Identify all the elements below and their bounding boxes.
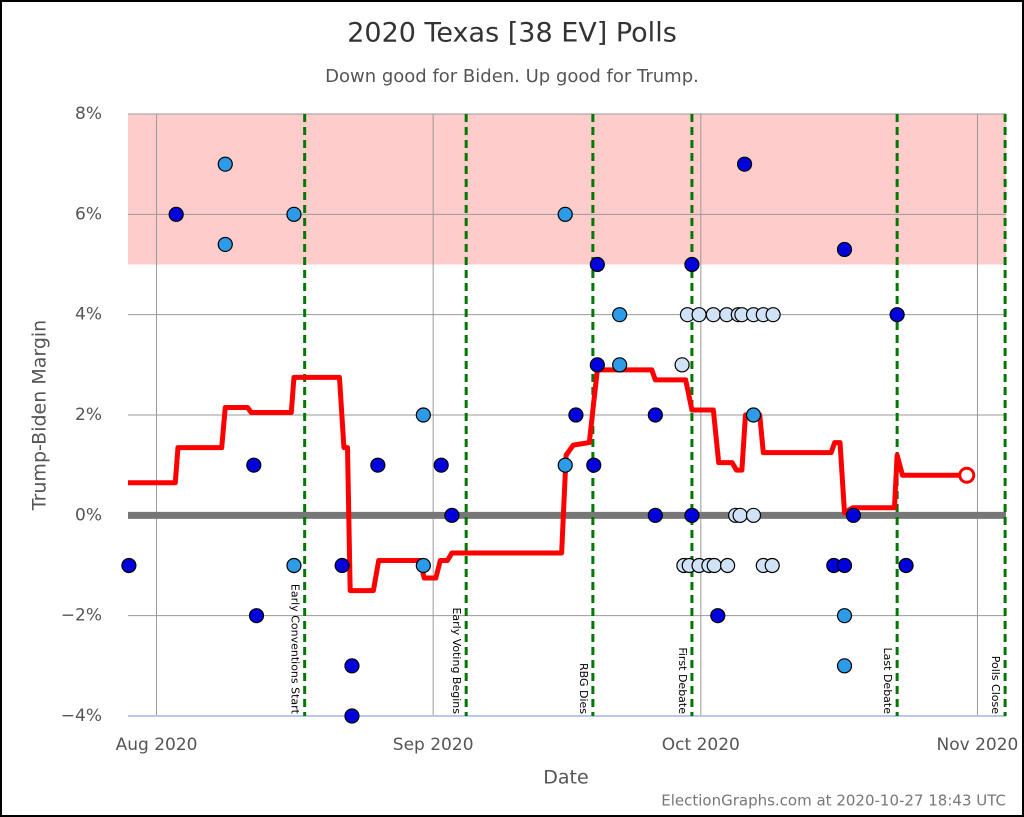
poll-point <box>836 241 853 258</box>
event-label: Early Conventions Start <box>289 584 302 715</box>
poll-point <box>568 407 584 423</box>
y-tick-label: −4% <box>61 706 102 726</box>
poll-point <box>736 156 753 172</box>
poll-point <box>765 307 781 323</box>
poll-point <box>370 457 386 473</box>
poll-point <box>217 156 233 172</box>
poll-point <box>217 236 233 253</box>
event-label: First Debate <box>676 647 689 714</box>
poll-point <box>684 507 700 523</box>
poll-point <box>334 557 350 574</box>
poll-point <box>745 507 762 523</box>
x-axis-label: Date <box>543 767 588 789</box>
poll-point <box>286 206 302 222</box>
poll-point <box>845 507 862 523</box>
poll-point <box>612 357 628 373</box>
poll-point <box>444 507 460 523</box>
y-tick-label: 4% <box>75 305 102 325</box>
poll-point <box>720 557 736 574</box>
poll-point <box>433 457 449 473</box>
event-label: Polls Close <box>989 656 1002 715</box>
average-line <box>128 367 967 594</box>
poll-point <box>706 557 722 574</box>
poll-point <box>168 206 184 222</box>
poll-point <box>674 357 690 373</box>
poll-point <box>647 507 663 523</box>
poll-point <box>415 557 431 574</box>
chart-subtitle: Down good for Biden. Up good for Trump. <box>325 66 699 87</box>
event-label: Last Debate <box>881 648 894 715</box>
poll-point <box>691 307 707 323</box>
poll-point <box>612 307 628 323</box>
poll-point <box>557 206 573 222</box>
poll-point <box>344 708 360 724</box>
band <box>128 114 1006 265</box>
poll-point <box>647 407 663 423</box>
average-end <box>958 466 976 484</box>
x-tick-label: Aug 2020 <box>116 735 198 755</box>
poll-point <box>889 307 905 323</box>
poll-point <box>589 256 605 273</box>
poll-point <box>732 507 748 523</box>
y-tick-label: 6% <box>75 204 102 224</box>
poll-point <box>705 307 721 323</box>
poll-point <box>415 407 431 423</box>
poll-point <box>764 557 780 574</box>
chart-title: 2020 Texas [38 EV] Polls <box>347 18 677 49</box>
poll-point <box>557 457 573 473</box>
poll-point <box>589 357 605 373</box>
event-label: RBG Dies <box>577 663 590 714</box>
y-tick-label: 8% <box>75 104 102 124</box>
poll-point <box>710 608 726 624</box>
poll-point <box>836 557 853 574</box>
footer: ElectionGraphs.com at 2020-10-27 18:43 U… <box>661 792 1006 810</box>
poll-point <box>121 557 137 574</box>
poll-point <box>836 658 853 674</box>
poll-point <box>745 407 762 423</box>
poll-point <box>246 457 262 473</box>
poll-point <box>586 457 602 473</box>
y-axis-label: Trump-Biden Margin <box>29 320 51 511</box>
poll-point <box>248 608 265 624</box>
poll-point <box>898 557 914 574</box>
poll-point <box>344 658 360 674</box>
poll-point <box>684 256 700 273</box>
y-tick-label: −2% <box>61 606 102 626</box>
x-tick-label: Oct 2020 <box>662 735 740 755</box>
x-tick-label: Sep 2020 <box>393 735 474 755</box>
x-tick-label: Nov 2020 <box>937 735 1019 755</box>
poll-point <box>836 608 853 624</box>
y-tick-label: 2% <box>75 405 102 425</box>
event-label: Early Voting Begins <box>450 607 463 714</box>
y-tick-label: 0% <box>75 505 102 525</box>
poll-point <box>286 557 302 574</box>
